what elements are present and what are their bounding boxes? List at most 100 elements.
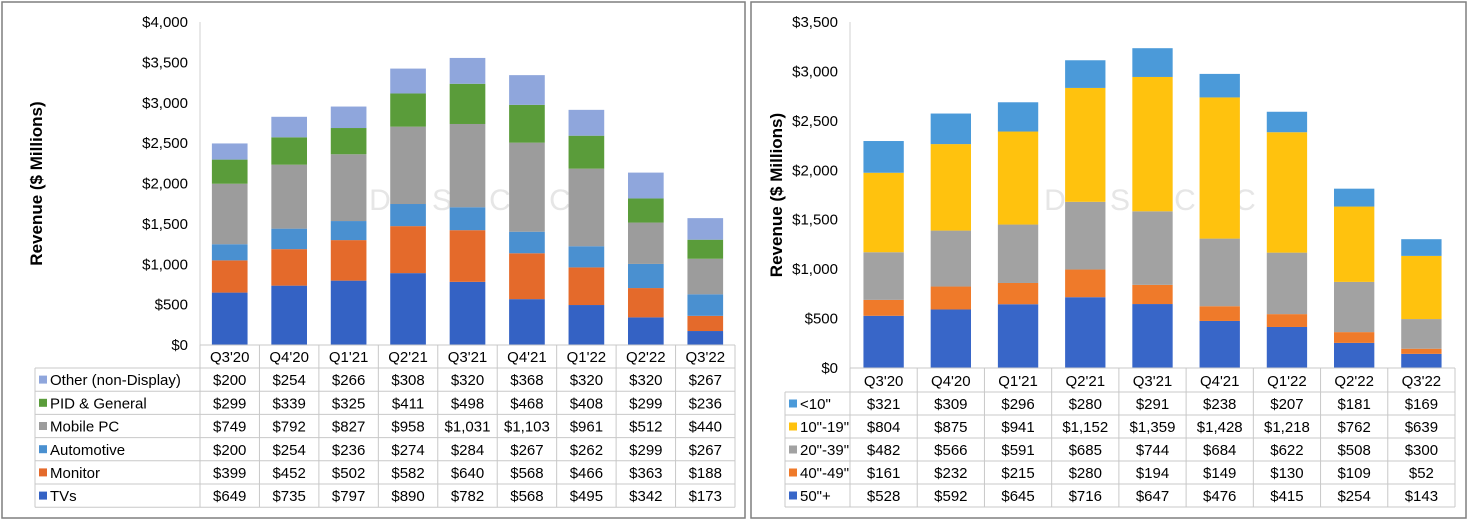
- bar-segment-40-49-: [997, 282, 1039, 305]
- data-label: $161: [867, 465, 900, 482]
- bar-segment-monitor: [687, 315, 724, 332]
- y-tick-label: $0: [171, 337, 188, 354]
- bar-segment-10-19-: [1401, 255, 1442, 320]
- data-label: $875: [934, 419, 967, 436]
- data-label: $568: [510, 488, 543, 505]
- legend-swatch: [39, 422, 47, 430]
- bar-segment-mobile-pc: [330, 154, 367, 222]
- data-label: $452: [272, 465, 305, 482]
- y-tick-label: $2,000: [142, 176, 188, 193]
- data-label: $468: [510, 395, 543, 412]
- data-label: $744: [1136, 442, 1169, 459]
- x-category-label: Q3'20: [864, 373, 904, 390]
- data-label: $1,103: [504, 419, 550, 436]
- data-label: $415: [1270, 488, 1303, 505]
- y-tick-label: $3,500: [792, 14, 838, 31]
- data-label: $582: [391, 465, 424, 482]
- data-label: $1,218: [1264, 419, 1310, 436]
- data-label: $254: [272, 372, 305, 389]
- watermark-letter: S: [432, 184, 452, 217]
- bar-segment-tvs: [628, 317, 664, 345]
- data-label: $254: [272, 442, 305, 459]
- data-label: $262: [570, 442, 603, 459]
- bar-segment-40-49-: [1199, 306, 1240, 321]
- bar-segment-monitor: [330, 240, 367, 281]
- legend-label: 10"-19": [800, 419, 849, 436]
- data-label: $508: [1337, 442, 1370, 459]
- data-label: $958: [391, 419, 424, 436]
- data-label: $236: [689, 395, 722, 412]
- data-label: $284: [451, 442, 484, 459]
- bar-segment-40-49-: [930, 286, 971, 310]
- y-tick-label: $0: [821, 360, 838, 377]
- data-label: $188: [689, 465, 722, 482]
- data-label: $440: [689, 419, 722, 436]
- bar-segment-mobile-pc: [449, 123, 486, 208]
- y-axis-title: Revenue ($ Millions): [27, 101, 46, 265]
- data-label: $215: [1001, 465, 1034, 482]
- data-label: $591: [1001, 442, 1034, 459]
- bar-segment-pid-general: [687, 239, 724, 259]
- legend-label: TVs: [50, 488, 77, 505]
- legend-label: Monitor: [50, 465, 100, 482]
- data-label: $749: [213, 419, 246, 436]
- bar-segment-pid-general: [509, 104, 545, 143]
- data-label: $232: [934, 465, 967, 482]
- data-label: $280: [1069, 396, 1102, 413]
- legend-label: PID & General: [50, 395, 147, 412]
- x-category-label: Q1'22: [1267, 373, 1307, 390]
- x-category-label: Q1'21: [329, 349, 369, 366]
- data-label: $109: [1337, 465, 1370, 482]
- data-label: $941: [1001, 419, 1034, 436]
- bar-segment-monitor: [271, 249, 307, 286]
- x-category-label: Q3'22: [1402, 373, 1442, 390]
- x-category-label: Q1'21: [998, 373, 1038, 390]
- bar-segment-20-39-: [1266, 252, 1308, 315]
- data-label: $320: [570, 372, 603, 389]
- y-tick-label: $500: [805, 311, 838, 328]
- data-label: $502: [332, 465, 365, 482]
- bar-segment-automotive: [509, 231, 545, 254]
- legend-swatch: [39, 491, 47, 500]
- bar-segment-automotive: [568, 246, 605, 268]
- bar-segment-50-: [930, 309, 971, 368]
- bar-segment-mobile-pc: [628, 222, 664, 264]
- data-label: $408: [570, 395, 603, 412]
- y-tick-label: $1,000: [792, 261, 838, 278]
- bar-segment-50-: [1401, 353, 1442, 368]
- bar-segment-40-49-: [1132, 284, 1173, 305]
- bar-segment-pid-general: [568, 135, 605, 169]
- y-tick-label: $2,500: [142, 135, 188, 152]
- data-label: $961: [570, 419, 603, 436]
- data-label: $685: [1069, 442, 1102, 459]
- bar-segment-pid-general: [330, 128, 367, 155]
- data-label: $762: [1337, 419, 1370, 436]
- x-category-label: Q2'22: [1334, 373, 1374, 390]
- bar-segment-monitor: [509, 253, 545, 300]
- legend-swatch: [789, 445, 797, 454]
- data-label: $792: [272, 419, 305, 436]
- data-label: $143: [1405, 488, 1438, 505]
- legend-swatch: [39, 398, 47, 407]
- data-label: $528: [867, 488, 900, 505]
- data-label: $1,359: [1130, 419, 1176, 436]
- bar-segment-20-39-: [1132, 211, 1173, 285]
- data-label: $735: [272, 488, 305, 505]
- x-category-label: Q3'20: [210, 349, 250, 366]
- x-category-label: Q2'22: [626, 349, 666, 366]
- bar-segment--10-: [863, 141, 904, 173]
- bar-segment--10-: [1401, 239, 1442, 256]
- data-label: $804: [867, 419, 900, 436]
- bar-segment-tvs: [568, 305, 605, 345]
- data-label: $236: [332, 442, 365, 459]
- legend-label: Automotive: [50, 442, 125, 459]
- watermark-letter: D: [369, 184, 391, 217]
- data-label: $173: [689, 488, 722, 505]
- bar-segment-40-49-: [1401, 348, 1442, 354]
- bar-segment-10-19-: [1334, 206, 1375, 282]
- bar-segment-automotive: [449, 207, 486, 231]
- bar-segment-pid-general: [390, 93, 426, 127]
- legend-swatch: [789, 399, 797, 408]
- bar-segment-monitor: [568, 267, 605, 306]
